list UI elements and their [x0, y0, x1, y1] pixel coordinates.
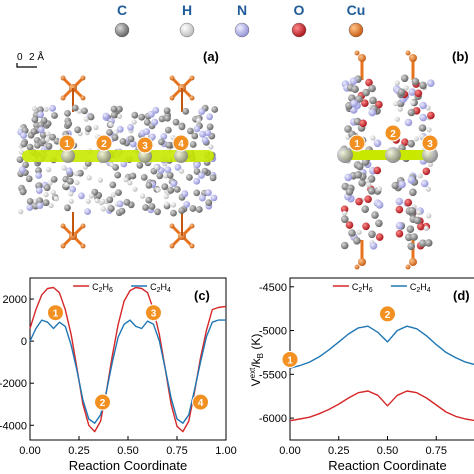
legend-label-c2h4: C2H4: [410, 282, 431, 294]
site-marker: 1: [46, 304, 64, 322]
y-tick-label: -4000: [0, 420, 27, 432]
x-axis-label: Reaction Coordinate: [69, 458, 188, 473]
svg-text:2: 2: [390, 129, 396, 140]
site-marker: 2: [95, 134, 113, 152]
legend-label-c2h6: C2H6: [92, 282, 113, 294]
legend-atom-ball: [179, 22, 195, 38]
panel-label-b: (b): [452, 49, 469, 64]
y-tick-label: -6000: [259, 413, 287, 425]
panel-label-d: (d): [453, 288, 470, 303]
svg-text:4: 4: [198, 398, 204, 409]
svg-text:3: 3: [151, 309, 157, 320]
y-tick-label: -4500: [259, 282, 287, 294]
y-tick-label: 2000: [3, 294, 27, 306]
series-line-c2h4: [29, 319, 226, 424]
legend-label-c2h4: C2H4: [150, 282, 171, 294]
scale-bar: 0 2 Å: [16, 50, 44, 68]
scale-bar-zero: 0: [17, 52, 23, 63]
site-marker: 2: [384, 124, 402, 142]
atom-legend: C H N O Cu: [114, 2, 366, 38]
site-marker: 2: [94, 393, 112, 411]
site-marker: 2: [379, 305, 396, 323]
svg-text:2: 2: [385, 310, 391, 321]
svg-text:1: 1: [53, 309, 59, 320]
svg-text:1: 1: [64, 139, 70, 150]
x-tick-label: 0.50: [377, 445, 398, 457]
legend-atom-cu: Cu: [347, 2, 366, 18]
x-tick-label: 0.50: [117, 445, 138, 457]
site-marker: 1: [281, 350, 299, 368]
series-line-c2h4: [289, 325, 474, 369]
legend-label-c2h6: C2H6: [352, 282, 373, 294]
site-marker: 3: [136, 136, 154, 154]
legend-atom-n: N: [237, 2, 247, 18]
legend-atom-h: H: [182, 2, 192, 18]
y-tick-label: 0: [21, 336, 27, 348]
plot-frame: [289, 277, 474, 441]
x-axis-label: Reaction Coordinate: [328, 458, 447, 473]
x-tick-label: 0.25: [68, 445, 89, 457]
x-tick-label: 0.25: [328, 445, 349, 457]
y-tick-label: -5500: [259, 369, 287, 381]
y-tick-label: -5000: [259, 326, 287, 338]
y-axis-label: Vext/kB (K): [248, 334, 265, 387]
x-tick-label: 0.00: [19, 445, 40, 457]
svg-text:4: 4: [178, 139, 184, 150]
structure-b: 1 2 3: [337, 50, 439, 270]
x-tick-label: 0.75: [166, 445, 187, 457]
svg-text:1: 1: [287, 355, 293, 366]
x-tick-label: 0.00: [279, 445, 300, 457]
legend-atom-ball: [348, 22, 364, 38]
chart-d: -4500-5000-5500-60000.000.250.500.751.00…: [248, 277, 474, 473]
site-marker: 1: [348, 134, 366, 152]
svg-text:2: 2: [100, 398, 106, 409]
legend-atom-ball: [291, 22, 307, 38]
series-line-c2h6: [289, 390, 474, 422]
site-marker: 4: [172, 134, 190, 152]
x-tick-label: 0.75: [426, 445, 447, 457]
panel-label-a: (a): [203, 49, 219, 64]
chart-c: 2000 0 -2000 -4000 0.00 0.25 0.50 0.75 1.00 React…: [0, 277, 237, 473]
legend-atom-ball: [234, 22, 250, 38]
legend-atom-c: C: [117, 2, 127, 18]
svg-text:1: 1: [354, 139, 360, 150]
panel-label-c: (c): [194, 288, 210, 303]
structure-a: 1 2 3 4: [16, 75, 219, 249]
x-tick-label: 1.00: [215, 445, 236, 457]
legend-atom-ball: [114, 22, 130, 38]
site-marker: 3: [144, 304, 162, 322]
site-marker: 1: [58, 134, 76, 152]
y-tick-label: -2000: [0, 378, 27, 390]
svg-text:3: 3: [427, 139, 433, 150]
series-line-c2h6: [29, 286, 227, 433]
svg-text:2: 2: [101, 139, 107, 150]
scale-bar-value: 2 Å: [29, 50, 44, 63]
svg-text:3: 3: [142, 141, 148, 152]
site-marker: 3: [421, 134, 439, 152]
legend-atom-o: O: [294, 2, 305, 18]
site-marker: 4: [192, 393, 210, 411]
